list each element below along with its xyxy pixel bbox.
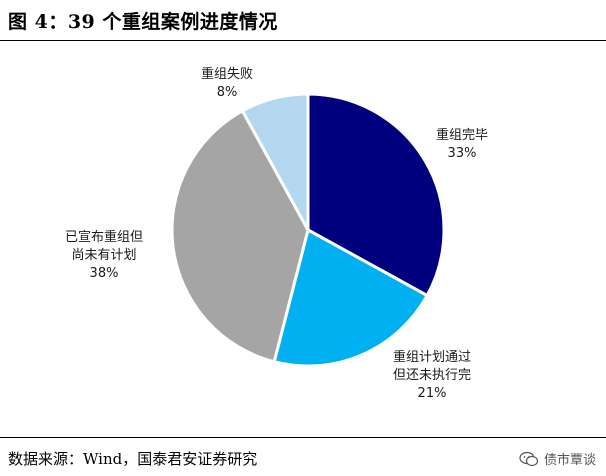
- wechat-icon: [519, 451, 539, 466]
- source-note: 数据来源：Wind，国泰君安证券研究: [8, 450, 258, 468]
- slice-category-label: 但还未执行完: [393, 368, 471, 383]
- pie-chart: 重组完毕 33% 重组计划通过但还未执行完 21% 已宣布重组但尚未有计划 38% 重组失败…: [65, 66, 488, 401]
- brand-name: 债市覃谈: [543, 453, 596, 468]
- slice-value-label: 38%: [90, 266, 119, 281]
- slice-category-label: 重组失败: [201, 66, 253, 82]
- pie-slice-1: [306, 92, 446, 298]
- slice-category-label: 重组计划通过: [393, 349, 471, 365]
- slice-category-label: 已宣布重组但: [65, 229, 143, 245]
- figure-header: 图 4：39 个重组案例进度情况: [0, 0, 606, 40]
- brand-watermark: 债市覃谈: [519, 449, 596, 468]
- pie-labels: 重组完毕 33% 重组计划通过但还未执行完 21% 已宣布重组但尚未有计划 38% 重组失败…: [65, 66, 488, 401]
- pie-slices: [170, 92, 446, 368]
- slice-value-label: 33%: [448, 146, 477, 161]
- slice-category-label: 尚未有计划: [71, 248, 136, 263]
- top-rule: [0, 40, 606, 41]
- slice-label-3: 已宣布重组但尚未有计划 38%: [65, 229, 143, 281]
- pie-slice-4: [240, 92, 310, 232]
- figure-title: 图 4：39 个重组案例进度情况: [8, 11, 278, 33]
- figure-footer: 数据来源：Wind，国泰君安证券研究 债市覃谈: [0, 440, 606, 476]
- slice-value-label: 21%: [418, 386, 447, 401]
- slice-label-2: 重组计划通过但还未执行完 21%: [393, 349, 471, 401]
- pie-slice-3: [170, 109, 310, 364]
- slice-label-4: 重组失败 8%: [201, 66, 253, 100]
- bottom-rule: [0, 437, 606, 438]
- slice-category-label: 重组完毕: [436, 127, 488, 143]
- slice-label-1: 重组完毕 33%: [436, 127, 488, 161]
- pie-slice-2: [272, 228, 429, 368]
- slice-value-label: 8%: [217, 85, 238, 100]
